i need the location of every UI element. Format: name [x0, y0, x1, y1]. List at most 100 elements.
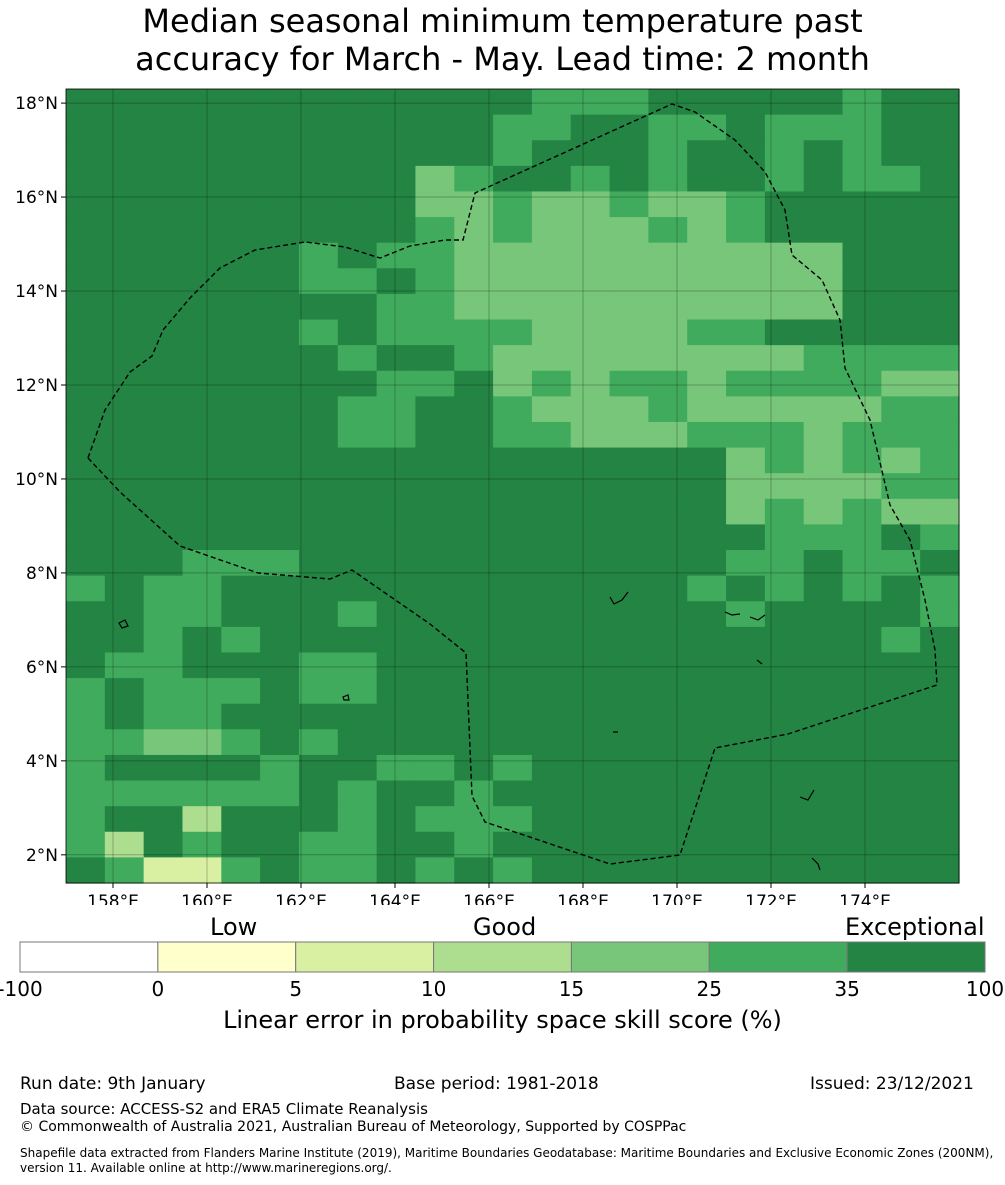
skill-cell: [920, 191, 960, 218]
skill-cell: [260, 575, 300, 602]
skill-cell: [376, 140, 417, 167]
skill-cell: [104, 396, 145, 423]
skill-cell: [609, 806, 649, 833]
skill-cell: [66, 319, 106, 346]
skill-cell: [570, 524, 611, 551]
skill-cell: [104, 421, 145, 449]
skill-cell: [881, 601, 921, 628]
skill-cell: [298, 217, 339, 244]
skill-cell: [920, 319, 960, 346]
skill-cell: [415, 345, 455, 372]
skill-cell: [143, 754, 184, 782]
skill-cell: [143, 319, 184, 346]
skill-cell: [376, 242, 417, 269]
skill-cell: [920, 447, 960, 474]
skill-cell: [376, 626, 417, 654]
skill-cell: [920, 421, 960, 449]
skill-cell: [454, 217, 494, 244]
lon-tick-label: 160°E: [181, 892, 233, 905]
skill-cell: [531, 678, 572, 705]
skill-cell: [842, 268, 882, 295]
skill-cell: [182, 524, 222, 551]
skill-cell: [842, 345, 882, 372]
skill-cell: [376, 652, 417, 679]
skill-cell: [570, 89, 611, 116]
skill-cell: [803, 601, 844, 628]
skill-cell: [182, 396, 222, 423]
skill-cell: [376, 473, 417, 500]
skill-cell: [415, 601, 455, 628]
skill-cell: [570, 114, 611, 141]
skill-cell: [454, 754, 494, 782]
skill-cell: [337, 780, 378, 807]
skill-cell: [726, 447, 766, 474]
skill-cell: [726, 550, 766, 577]
skill-cell: [726, 114, 766, 141]
skill-cell: [415, 703, 455, 730]
skill-cell: [260, 652, 300, 679]
skill-cell: [609, 447, 649, 474]
skill-cell: [881, 421, 921, 449]
skill-cell: [803, 268, 844, 295]
skill-cell: [687, 319, 727, 346]
skill-cell: [803, 754, 844, 782]
colorbar-tick-label: 5: [289, 977, 302, 1001]
skill-cell: [881, 165, 921, 193]
skill-cell: [143, 729, 184, 756]
skill-cell: [531, 729, 572, 756]
skill-cell: [570, 345, 611, 372]
skill-cell: [260, 165, 300, 193]
skill-cell: [726, 396, 766, 423]
skill-cell: [415, 268, 455, 295]
skill-cell: [337, 140, 378, 167]
skill-cell: [221, 165, 261, 193]
skill-cell: [726, 191, 766, 218]
skill-cell: [143, 370, 184, 397]
skill-cell: [803, 319, 844, 346]
lat-tick-label: 6°N: [26, 658, 58, 678]
skill-cell: [687, 857, 727, 884]
skill-cell: [260, 447, 300, 474]
skill-cell: [687, 242, 727, 269]
skill-cell: [726, 89, 766, 116]
skill-cell: [764, 140, 805, 167]
shapefile-credit: Shapefile data extracted from Flanders M…: [20, 1146, 994, 1175]
skill-cell: [337, 447, 378, 474]
skill-cell: [415, 498, 455, 526]
skill-cell: [493, 293, 533, 321]
skill-cell: [764, 626, 805, 654]
skill-cell: [104, 242, 145, 269]
skill-cell: [182, 293, 222, 321]
skill-cell: [104, 780, 145, 807]
skill-cell: [298, 370, 339, 397]
skill-cell: [454, 447, 494, 474]
skill-cell: [881, 242, 921, 269]
skill-cell: [454, 370, 494, 397]
skill-cell: [493, 550, 533, 577]
skill-cell: [415, 165, 455, 193]
skill-cell: [66, 242, 106, 269]
skill-cell: [221, 319, 261, 346]
skill-cell: [182, 191, 222, 218]
skill-cell: [648, 678, 688, 705]
skill-cell: [531, 626, 572, 654]
skill-cell: [104, 293, 145, 321]
skill-cell: [803, 421, 844, 449]
skill-cell: [648, 421, 688, 449]
skill-cell: [66, 140, 106, 167]
skill-cell: [648, 268, 688, 295]
skill-cell: [531, 703, 572, 730]
skill-cell: [920, 550, 960, 577]
skill-cell: [337, 370, 378, 397]
skill-cell: [298, 345, 339, 372]
skill-cell: [687, 370, 727, 397]
skill-cell: [221, 293, 261, 321]
data-source: Data source: ACCESS-S2 and ERA5 Climate …: [20, 1100, 428, 1118]
skill-cell: [648, 191, 688, 218]
colorbar-box: [157, 941, 297, 973]
skill-cell: [609, 114, 649, 141]
skill-cell: [66, 703, 106, 730]
skill-cell: [143, 345, 184, 372]
skill-cell: [842, 626, 882, 654]
skill-cell: [570, 396, 611, 423]
